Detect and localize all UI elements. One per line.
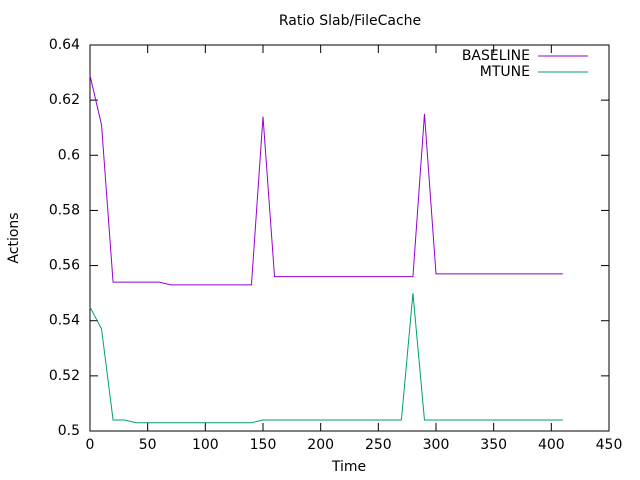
y-tick-label: 0.6 xyxy=(58,147,80,163)
y-axis-label: Actions xyxy=(6,212,22,263)
y-tick-label: 0.52 xyxy=(49,368,80,384)
x-tick-label: 350 xyxy=(480,437,507,453)
chart-title: Ratio Slab/FileCache xyxy=(279,13,421,29)
x-tick-label: 400 xyxy=(538,437,565,453)
legend-label: MTUNE xyxy=(480,64,530,80)
x-tick-label: 50 xyxy=(139,437,157,453)
y-tick-label: 0.62 xyxy=(49,92,80,108)
x-tick-label: 0 xyxy=(86,437,95,453)
x-tick-label: 250 xyxy=(365,437,392,453)
series-line xyxy=(89,75,563,286)
plot-border xyxy=(89,44,610,432)
x-tick-label: 300 xyxy=(423,437,450,453)
y-tick-label: 0.56 xyxy=(49,258,80,274)
x-tick-label: 150 xyxy=(250,437,277,453)
x-tick-label: 200 xyxy=(307,437,334,453)
x-tick-label: 100 xyxy=(192,437,219,453)
y-tick-label: 0.58 xyxy=(49,202,80,218)
x-tick-label: 450 xyxy=(596,437,623,453)
x-axis-label: Time xyxy=(331,459,366,475)
series-line xyxy=(89,293,563,424)
y-tick-label: 0.54 xyxy=(49,313,80,329)
y-tick-label: 0.5 xyxy=(58,423,80,439)
legend-label: BASELINE xyxy=(462,48,530,64)
y-tick-label: 0.64 xyxy=(49,37,80,53)
